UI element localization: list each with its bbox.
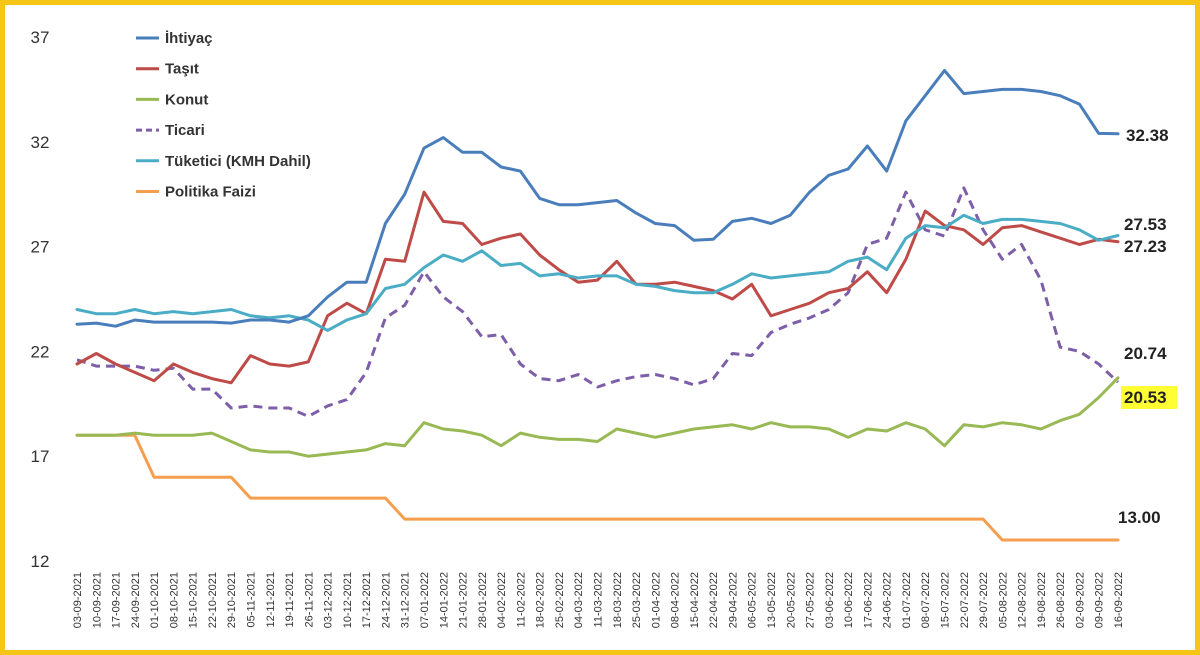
y-tick-label: 22 bbox=[31, 342, 50, 361]
x-axis: 03-09-2021 10-09-2021 17-09-2021 24-09-2021… bbox=[72, 572, 1125, 628]
x-tick-label: 25-02-2022 bbox=[554, 572, 566, 628]
legend-label: İhtiyaç bbox=[165, 30, 213, 47]
x-tick-label: 06-05-2022 bbox=[747, 572, 759, 628]
x-tick-label: 01-04-2022 bbox=[650, 572, 662, 628]
x-tick-label: 15-10-2021 bbox=[188, 572, 200, 628]
y-tick-label: 17 bbox=[31, 447, 50, 466]
x-tick-label: 16-09-2022 bbox=[1113, 572, 1125, 628]
legend-label: Politika Faizi bbox=[165, 184, 256, 201]
x-tick-label: 14-01-2022 bbox=[438, 572, 450, 628]
x-tick-label: 15-07-2022 bbox=[940, 572, 952, 628]
x-tick-label: 08-07-2022 bbox=[920, 572, 932, 628]
end-value-label: 20.74 bbox=[1124, 344, 1167, 363]
series-line bbox=[75, 69, 1120, 328]
legend-label: Konut bbox=[165, 91, 208, 108]
y-tick-label: 27 bbox=[31, 238, 50, 257]
x-tick-label: 03-12-2021 bbox=[323, 572, 335, 628]
end-labels: 32.38 27.23 20.74 20.53 27.53 13.00 bbox=[1118, 126, 1177, 527]
series-line bbox=[75, 433, 1120, 542]
end-value-label: 32.38 bbox=[1126, 126, 1169, 145]
x-tick-label: 13-05-2022 bbox=[766, 572, 778, 628]
x-tick-label: 22-10-2021 bbox=[207, 572, 219, 628]
x-tick-label: 31-12-2021 bbox=[400, 572, 412, 628]
highlight-box bbox=[1121, 386, 1177, 409]
x-tick-label: 03-06-2022 bbox=[824, 572, 836, 628]
x-tick-label: 22-07-2022 bbox=[959, 572, 971, 628]
x-tick-label: 24-06-2022 bbox=[882, 572, 894, 628]
x-tick-label: 24-12-2021 bbox=[380, 572, 392, 628]
series-line bbox=[75, 190, 1120, 385]
x-tick-label: 01-07-2022 bbox=[901, 572, 913, 628]
x-tick-label: 07-01-2022 bbox=[419, 572, 431, 628]
x-tick-label: 21-01-2022 bbox=[458, 572, 470, 628]
x-tick-label: 10-12-2021 bbox=[342, 572, 354, 628]
x-tick-label: 26-08-2022 bbox=[1055, 572, 1067, 628]
x-tick-label: 04-03-2022 bbox=[573, 572, 585, 628]
x-tick-label: 29-10-2021 bbox=[226, 572, 238, 628]
legend-label: Tüketici (KMH Dahil) bbox=[165, 153, 311, 170]
y-tick-label: 32 bbox=[31, 133, 50, 152]
series-line bbox=[76, 186, 1120, 418]
end-value-label: 27.23 bbox=[1124, 237, 1167, 256]
x-tick-label: 19-11-2021 bbox=[284, 572, 296, 627]
x-tick-label: 03-09-2021 bbox=[72, 572, 84, 628]
x-tick-label: 27-05-2022 bbox=[805, 572, 817, 628]
x-tick-label: 22-04-2022 bbox=[708, 572, 720, 628]
x-tick-label: 05-11-2021 bbox=[246, 572, 258, 627]
x-tick-label: 02-09-2022 bbox=[1074, 572, 1086, 628]
x-tick-label: 15-04-2022 bbox=[689, 572, 701, 628]
legend-label: Taşıt bbox=[165, 61, 199, 78]
end-value-label: 13.00 bbox=[1118, 508, 1161, 527]
x-tick-label: 08-04-2022 bbox=[670, 572, 682, 628]
x-tick-label: 09-09-2022 bbox=[1094, 572, 1106, 628]
x-tick-label: 29-07-2022 bbox=[978, 572, 990, 628]
x-tick-label: 01-10-2021 bbox=[149, 572, 161, 628]
x-tick-label: 05-08-2022 bbox=[997, 572, 1009, 628]
x-tick-label: 12-11-2021 bbox=[265, 572, 277, 627]
x-tick-label: 29-04-2022 bbox=[727, 572, 739, 628]
x-tick-label: 25-03-2022 bbox=[631, 572, 643, 628]
end-value-label: 27.53 bbox=[1124, 215, 1167, 234]
y-tick-label: 12 bbox=[31, 552, 50, 571]
y-axis: 12 17 22 27 32 37 bbox=[31, 28, 50, 571]
y-tick-label: 37 bbox=[31, 28, 50, 47]
x-tick-label: 18-03-2022 bbox=[612, 572, 624, 628]
series-line bbox=[75, 376, 1120, 458]
x-tick-label: 26-11-2021 bbox=[303, 572, 315, 627]
x-tick-label: 11-03-2022 bbox=[593, 572, 605, 627]
x-tick-label: 28-01-2022 bbox=[477, 572, 489, 628]
x-tick-label: 17-06-2022 bbox=[862, 572, 874, 628]
x-tick-label: 24-09-2021 bbox=[130, 572, 142, 628]
legend-label: Ticari bbox=[165, 122, 205, 139]
end-value-label: 20.53 bbox=[1124, 388, 1167, 407]
x-tick-label: 18-02-2022 bbox=[535, 572, 547, 628]
x-tick-label: 20-05-2022 bbox=[785, 572, 797, 628]
legend: İhtiyaç Taşıt Konut Ticari Tüketici (KMH Dah… bbox=[136, 30, 311, 201]
x-tick-label: 10-06-2022 bbox=[843, 572, 855, 628]
x-tick-label: 10-09-2021 bbox=[91, 572, 103, 628]
x-tick-label: 19-08-2022 bbox=[1036, 572, 1048, 628]
x-tick-label: 04-02-2022 bbox=[496, 572, 508, 628]
x-tick-label: 12-08-2022 bbox=[1017, 572, 1029, 628]
x-tick-label: 08-10-2021 bbox=[168, 572, 180, 628]
series-line bbox=[75, 213, 1120, 332]
x-tick-label: 17-12-2021 bbox=[361, 572, 373, 628]
series-lines bbox=[75, 69, 1120, 542]
x-tick-label: 17-09-2021 bbox=[111, 572, 123, 628]
x-tick-label: 11-02-2022 bbox=[515, 572, 527, 627]
